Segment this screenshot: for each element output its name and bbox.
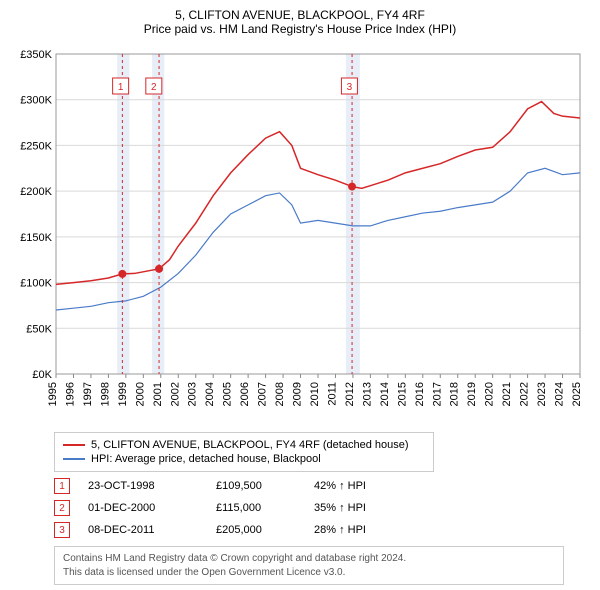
x-tick-label: 2004 bbox=[204, 382, 216, 406]
event-dot bbox=[118, 270, 126, 278]
x-tick-label: 1998 bbox=[99, 382, 111, 406]
x-tick-label: 2018 bbox=[449, 382, 461, 406]
chart-area: £0K £50K £100K £150K £200K £250K £300K £350K 199… bbox=[10, 44, 590, 424]
event-price: £115,000 bbox=[216, 502, 296, 514]
legend-label: 5, CLIFTON AVENUE, BLACKPOOL, FY4 4RF (d… bbox=[91, 439, 409, 451]
legend-swatch bbox=[63, 444, 85, 446]
y-tick-label: £250K bbox=[20, 140, 52, 152]
x-tick-label: 2011 bbox=[326, 382, 338, 406]
event-num-box: 1 bbox=[54, 478, 70, 494]
y-tick-label: £150K bbox=[20, 232, 52, 244]
x-tick-label: 2019 bbox=[466, 382, 478, 406]
x-tick-label: 2010 bbox=[309, 382, 321, 406]
x-tick-label: 2024 bbox=[554, 382, 566, 406]
y-tick-label: £0K bbox=[32, 369, 52, 381]
x-tick-label: 2020 bbox=[484, 382, 496, 406]
x-tick-label: 2025 bbox=[571, 382, 583, 406]
x-tick-label: 2002 bbox=[169, 382, 181, 406]
event-num-box: 3 bbox=[54, 522, 70, 538]
x-tick-label: 2012 bbox=[344, 382, 356, 406]
x-tick-label: 2009 bbox=[292, 382, 304, 406]
x-tick-label: 1997 bbox=[82, 382, 94, 406]
x-tick-label: 2003 bbox=[187, 382, 199, 406]
x-tick-label: 2000 bbox=[134, 382, 146, 406]
x-tick-label: 1999 bbox=[117, 382, 129, 406]
chart-title: 5, CLIFTON AVENUE, BLACKPOOL, FY4 4RF bbox=[10, 8, 590, 22]
x-tick-label: 2005 bbox=[222, 382, 234, 406]
event-row: 1 23-OCT-1998 £109,500 42% ↑ HPI bbox=[54, 478, 590, 494]
x-tick-label: 2007 bbox=[257, 382, 269, 406]
license-box: Contains HM Land Registry data © Crown c… bbox=[54, 546, 564, 585]
line-chart: £0K £50K £100K £150K £200K £250K £300K £350K 199… bbox=[10, 44, 590, 424]
license-line-1: Contains HM Land Registry data © Crown c… bbox=[63, 552, 555, 566]
event-date: 23-OCT-1998 bbox=[88, 480, 198, 492]
event-pct: 28% ↑ HPI bbox=[314, 524, 414, 536]
legend-row: 5, CLIFTON AVENUE, BLACKPOOL, FY4 4RF (d… bbox=[63, 439, 425, 451]
legend-row: HPI: Average price, detached house, Blac… bbox=[63, 453, 425, 465]
x-tick-label: 2013 bbox=[361, 382, 373, 406]
event-num-box: 2 bbox=[54, 500, 70, 516]
legend: 5, CLIFTON AVENUE, BLACKPOOL, FY4 4RF (d… bbox=[54, 432, 434, 472]
legend-swatch bbox=[63, 458, 85, 460]
y-tick-label: £100K bbox=[20, 278, 52, 290]
x-tick-label: 2016 bbox=[414, 382, 426, 406]
event-label-num: 3 bbox=[347, 82, 353, 93]
highlight-band bbox=[117, 54, 129, 374]
event-row: 3 08-DEC-2011 £205,000 28% ↑ HPI bbox=[54, 522, 590, 538]
legend-label: HPI: Average price, detached house, Blac… bbox=[91, 453, 321, 465]
highlight-band bbox=[152, 54, 164, 374]
x-tick-label: 2008 bbox=[274, 382, 286, 406]
y-tick-label: £50K bbox=[26, 323, 52, 335]
event-row: 2 01-DEC-2000 £115,000 35% ↑ HPI bbox=[54, 500, 590, 516]
event-date: 08-DEC-2011 bbox=[88, 524, 198, 536]
event-pct: 35% ↑ HPI bbox=[314, 502, 414, 514]
event-pct: 42% ↑ HPI bbox=[314, 480, 414, 492]
event-label-num: 2 bbox=[151, 82, 157, 93]
event-dot bbox=[348, 183, 356, 191]
page-container: 5, CLIFTON AVENUE, BLACKPOOL, FY4 4RF Pr… bbox=[0, 0, 600, 590]
events-table: 1 23-OCT-1998 £109,500 42% ↑ HPI 2 01-DEC-200… bbox=[54, 478, 590, 538]
x-tick-label: 2015 bbox=[396, 382, 408, 406]
x-tick-label: 2022 bbox=[519, 382, 531, 406]
event-dot bbox=[155, 265, 163, 273]
event-price: £109,500 bbox=[216, 480, 296, 492]
x-tick-label: 2006 bbox=[239, 382, 251, 406]
x-tick-label: 2001 bbox=[152, 382, 164, 406]
license-line-2: This data is licensed under the Open Gov… bbox=[63, 566, 555, 580]
y-tick-label: £350K bbox=[20, 49, 52, 61]
event-price: £205,000 bbox=[216, 524, 296, 536]
chart-subtitle: Price paid vs. HM Land Registry's House … bbox=[10, 22, 590, 36]
event-date: 01-DEC-2000 bbox=[88, 502, 198, 514]
x-tick-label: 2023 bbox=[536, 382, 548, 406]
x-tick-label: 2017 bbox=[431, 382, 443, 406]
event-label-num: 1 bbox=[118, 82, 124, 93]
highlight-band bbox=[346, 54, 360, 374]
y-tick-label: £200K bbox=[20, 186, 52, 198]
x-tick-label: 2014 bbox=[379, 382, 391, 406]
x-tick-label: 2021 bbox=[501, 382, 513, 406]
x-tick-label: 1995 bbox=[47, 382, 59, 406]
x-tick-label: 1996 bbox=[64, 382, 76, 406]
y-tick-label: £300K bbox=[20, 95, 52, 107]
